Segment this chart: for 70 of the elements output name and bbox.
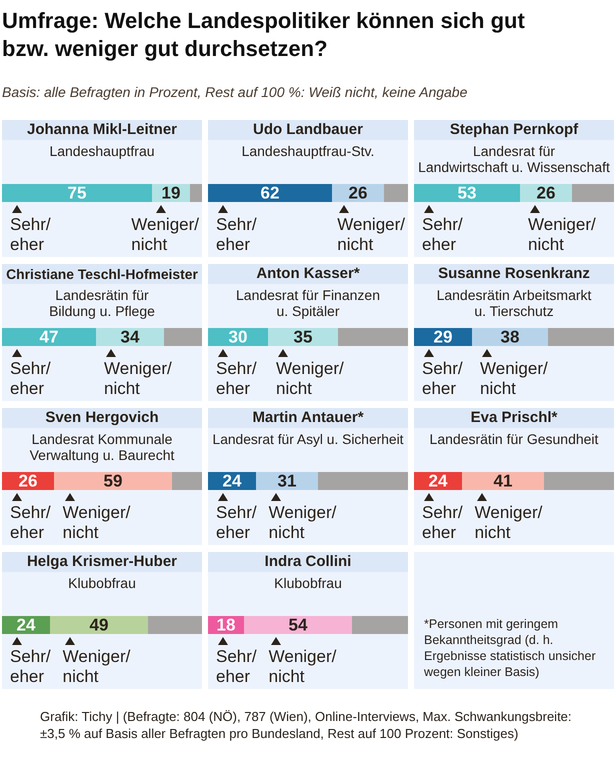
data-label: 26 [536,184,556,203]
series-label: Sehr/eher [422,215,463,255]
series-label: Weniger/nicht [480,359,548,399]
series-label: Sehr/eher [10,359,51,399]
series-label: Sehr/eher [10,647,51,687]
data-label: 54 [288,616,308,635]
text: *Personen mit geringem Bekanntheitsgrad (d. h. Ergebnisse statistisch unsicher wegen kleiner Basis) [424,616,597,680]
data-label: 30 [228,328,248,347]
chart-title: Susanne Rosenkranz [414,264,614,284]
text: Umfrage: Welche Landespolitiker können sich gut bzw. weniger gut durchsetzen? [2,7,526,63]
chart-subtitle: Klubobfrau [273,575,343,591]
series-label: Sehr/eher [422,503,463,543]
data-label: 75 [68,184,86,203]
series-label: Sehr/eher [10,503,51,543]
data-label: 62 [260,184,280,203]
data-label: 26 [348,184,368,203]
data-label: 34 [120,328,140,347]
series-label: Sehr/eher [422,359,463,399]
series-label: Sehr/eher [216,215,257,255]
chart-title: Christiane Teschl-Hofmeister [2,264,202,284]
data-label: 47 [40,328,58,347]
data-label: 26 [18,472,38,491]
series-label: Weniger/nicht [337,215,405,255]
series-label: Sehr/eher [10,215,51,255]
series-label: Weniger/nicht [268,503,336,543]
chart-subtitle: Landesrat für Asyl u. Sicherheit [212,431,404,447]
series-label: Weniger/nicht [528,215,596,255]
chart-subtitle: Landesrätin für Gesundheit [428,431,600,447]
data-label: 38 [500,328,520,347]
data-label: 31 [278,472,296,491]
chart-title: Udo Landbauer [208,120,408,140]
chart-title: Eva Prischl* [414,408,614,428]
chart-title: Martin Antauer* [208,408,408,428]
series-label: Weniger/nicht [62,647,130,687]
data-label: 19 [162,184,180,203]
series-label: Weniger/nicht [104,359,172,399]
data-label: 59 [104,472,122,491]
data-label: 24 [428,472,448,491]
data-label: 29 [434,328,452,347]
chart-title: Helga Krismer-Huber [2,552,202,572]
data-label: 53 [458,184,476,203]
chart-subtitle: Landeshauptfrau [48,143,156,159]
series-label: Weniger/nicht [268,647,336,687]
series-label: Weniger/nicht [474,503,542,543]
series-label: Weniger/nicht [62,503,130,543]
data-label: 24 [16,616,36,635]
chart-subtitle: Landesrätin für Bildung u. Pflege [48,287,156,319]
chart-title: Indra Collini [208,552,408,572]
chart-subtitle: Landesrat für Finanzen u. Spitäler [235,287,381,319]
series-label: Sehr/eher [216,647,257,687]
series-label: Weniger/nicht [131,215,199,255]
text: Grafik: Tichy | (Befragte: 804 (NÖ), 787 (Wien), Online-Interviews, Max. Schwankungsbreite: ±3,5 % auf Basis aller Befragten pro Bundesland, Rest auf 100 Prozent: Sonstiges) [40,709,573,742]
data-label: 18 [216,616,236,635]
chart-subtitle: Landeshauptfrau-Stv. [240,143,376,159]
text: Basis: alle Befragten in Prozent, Rest auf 100 %: Weiß nicht, keine Angabe [2,83,468,101]
chart-title: Johanna Mikl-Leitner [2,120,202,140]
data-label: 49 [90,616,108,635]
data-label: 41 [494,472,512,491]
chart-subtitle: Landesrat Kommunale Verwaltung u. Baurecht [28,431,176,463]
data-label: 24 [222,472,242,491]
chart-title: Stephan Pernkopf [414,120,614,140]
series-label: Sehr/eher [216,359,257,399]
chart-subtitle: Klubobfrau [67,575,137,591]
chart-subtitle: Landesrätin Arbeitsmarkt u. Tierschutz [436,287,592,319]
series-label: Sehr/eher [216,503,257,543]
chart-title: Sven Hergovich [2,408,202,428]
series-label: Weniger/nicht [276,359,344,399]
chart-title: Anton Kasser* [208,264,408,284]
data-label: 35 [294,328,312,347]
chart-subtitle: Landesrat für Landwirtschaft u. Wissenschaft [417,143,611,175]
